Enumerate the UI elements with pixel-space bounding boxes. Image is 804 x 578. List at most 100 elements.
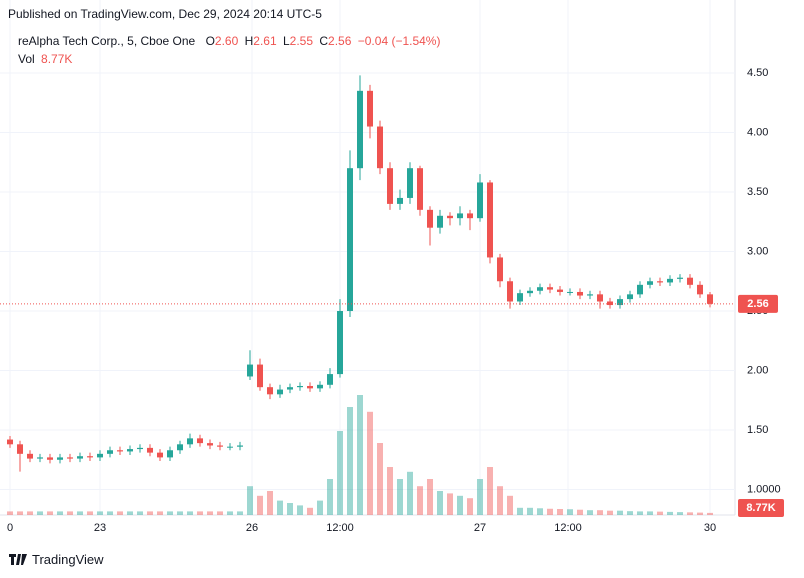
candle-body: [707, 294, 713, 304]
candle-body: [67, 457, 73, 459]
volume-bar: [677, 512, 683, 515]
candle-body: [697, 284, 703, 295]
candle-body: [47, 457, 53, 460]
volume-bar: [337, 431, 343, 515]
brand: TradingView: [32, 552, 104, 567]
volume-bar: [597, 510, 603, 515]
volume-bar: [197, 511, 203, 515]
volume-bar: [687, 512, 693, 515]
volume-bar: [237, 511, 243, 515]
volume-bar: [577, 509, 583, 515]
symbol: reAlpha Tech Corp., 5, Cboe One: [18, 34, 196, 48]
volume-bar: [327, 479, 333, 515]
volume-bar: [347, 407, 353, 515]
change: −0.04 (−1.54%): [357, 34, 441, 48]
candle-body: [417, 168, 423, 210]
y-tick-label: 4.00: [747, 126, 768, 138]
x-tick-label: 12:00: [326, 522, 354, 534]
volume-bar: [387, 467, 393, 515]
y-tick-label: 4.50: [747, 67, 768, 79]
volume-bar: [457, 495, 463, 515]
volume-bar: [7, 511, 13, 515]
candle-body: [187, 438, 193, 445]
volume-bar: [107, 511, 113, 515]
candle-body: [77, 456, 83, 459]
candle-body: [157, 452, 163, 458]
volume-bar: [467, 498, 473, 515]
volume-bar: [617, 510, 623, 515]
price-label: 2.56: [747, 298, 768, 310]
candle-body: [627, 294, 633, 300]
volume-bar: [77, 511, 83, 515]
volume-bar: [637, 511, 643, 515]
volume-bar: [247, 486, 253, 515]
volume-bar: [207, 511, 213, 515]
candle-body: [297, 385, 303, 388]
candle-body: [247, 364, 253, 377]
y-tick-label: 2.50: [747, 305, 768, 317]
candle-body: [317, 384, 323, 389]
ohlc-key: C: [319, 34, 329, 48]
candle-body: [197, 438, 203, 444]
published-note: Published on TradingView.com, Dec 29, 20…: [8, 7, 322, 21]
logo: [9, 554, 27, 565]
candle-body: [517, 293, 523, 302]
candle-body: [327, 374, 333, 385]
x-tick-label: 30: [704, 522, 716, 534]
candle-body: [457, 213, 463, 219]
candle-body: [337, 311, 343, 375]
volume-row: Vol 8.77K: [18, 52, 75, 66]
volume-bar: [437, 491, 443, 515]
volume-bar: [267, 491, 273, 515]
candle-body: [227, 446, 233, 448]
candle-body: [347, 168, 353, 312]
ohlc-value: 2.56: [328, 34, 352, 48]
volume-bar: [257, 495, 263, 515]
candle-body: [547, 287, 553, 290]
y-tick-label: 1.50: [747, 424, 768, 436]
candle-body: [37, 457, 43, 459]
y-tick-label: 3.00: [747, 245, 768, 257]
candle-body: [147, 447, 153, 453]
volume-bar: [527, 507, 533, 515]
volume-bar: [167, 511, 173, 515]
candle-body: [527, 290, 533, 294]
volume-bar: [227, 511, 233, 515]
candle-body: [97, 453, 103, 458]
candle-body: [597, 294, 603, 302]
volume-bar: [517, 507, 523, 515]
volume-bar: [37, 511, 43, 515]
volume-bar: [297, 505, 303, 515]
volume-bar: [567, 509, 573, 515]
y-tick-label: 2.00: [747, 364, 768, 376]
x-tick-label: 23: [94, 522, 106, 534]
candle-body: [117, 450, 123, 452]
candle-body: [237, 445, 243, 447]
candle-body: [277, 389, 283, 395]
candle-body: [107, 450, 113, 454]
candle-body: [367, 90, 373, 127]
volume-bar: [157, 511, 163, 515]
volume-label: 8.77K: [746, 502, 775, 514]
volume-bar: [487, 467, 493, 515]
candle-body: [17, 444, 23, 454]
price-label-box: [738, 294, 778, 313]
candle-body: [307, 385, 313, 389]
candle-body: [687, 277, 693, 285]
volume-bar: [427, 479, 433, 515]
candle-body: [567, 291, 573, 293]
candle-body: [87, 456, 93, 458]
candle-body: [177, 444, 183, 451]
candle-body: [217, 445, 223, 447]
volume-bar: [627, 511, 633, 515]
x-tick-label: 0: [7, 522, 13, 534]
volume-bar: [537, 508, 543, 515]
x-tick-label: 12:00: [554, 522, 582, 534]
candle-body: [127, 449, 133, 452]
candle-body: [607, 301, 613, 306]
volume-label-box: [738, 499, 784, 517]
candle-body: [577, 291, 583, 296]
vol-value: 8.77K: [41, 52, 73, 66]
candle-body: [137, 447, 143, 450]
